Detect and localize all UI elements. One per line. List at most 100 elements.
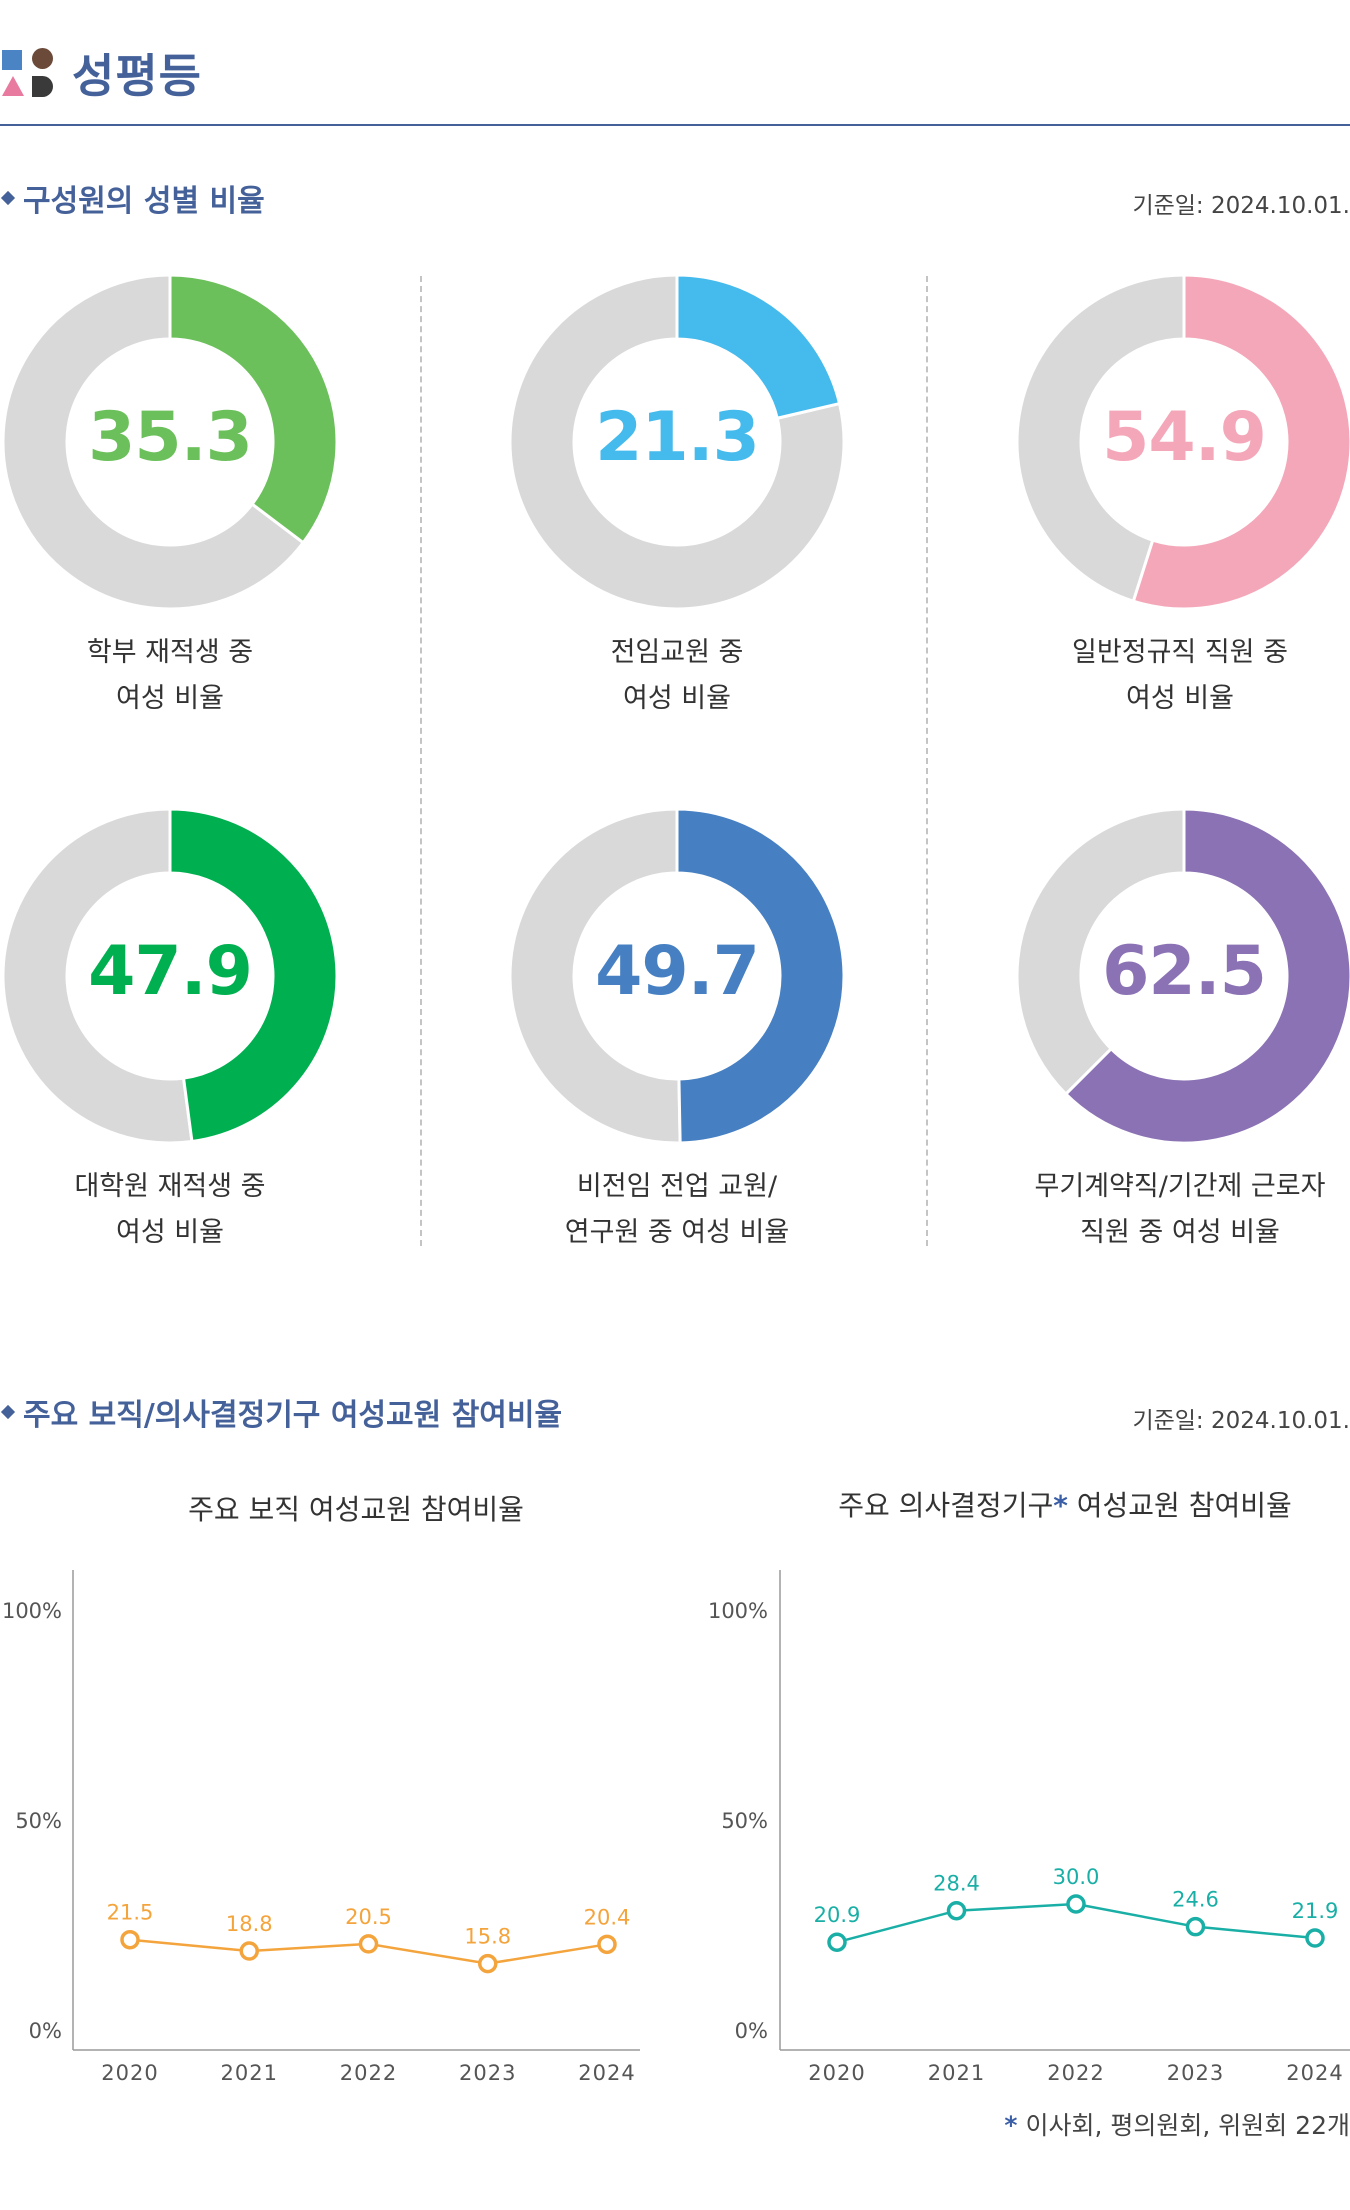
donut-chart (507, 806, 847, 1146)
donut-track (1015, 807, 1186, 1097)
logo-triangle-icon (2, 76, 24, 96)
x-tick-label: 2024 (578, 2061, 635, 2085)
section1-ref-date: 기준일: 2024.10.01. (1132, 193, 1350, 219)
donut-label: 비전임 전업 교원/ 연구원 중 여성 비율 (477, 1164, 877, 1256)
donut-value-arc (1063, 807, 1350, 1145)
data-label: 21.5 (107, 1901, 154, 1925)
footnote-text: 이사회, 평의원회, 위원회 22개 (1017, 2111, 1350, 2140)
donut-value-arc (675, 273, 842, 421)
logo-d-shape-icon (32, 76, 53, 97)
donut-chart (1014, 272, 1350, 612)
y-tick-label: 100% (2, 1599, 62, 1623)
line-chart-2-title-main: 주요 의사결정기구 (838, 1489, 1054, 1522)
donut-chart (0, 272, 340, 612)
donut-svg (1, 273, 339, 611)
data-label: 15.8 (464, 1925, 511, 1949)
section2-title-text: 주요 보직/의사결정기구 여성교원 참여비율 (23, 1398, 563, 1433)
data-label: 20.4 (584, 1905, 631, 1929)
donut-label-line2: 여성 비율 (116, 683, 224, 714)
x-tick-label: 2024 (1286, 2061, 1343, 2085)
x-tick-label: 2021 (221, 2061, 278, 2085)
donut-value: 21.3 (595, 398, 760, 477)
donut-value-arc (168, 807, 339, 1144)
page-title: 성평등 (72, 49, 202, 103)
section1-title-text: 구성원의 성별 비율 (23, 184, 265, 219)
donut-value: 49.7 (595, 932, 760, 1011)
data-point (1185, 1916, 1206, 1937)
data-label: 21.9 (1292, 1899, 1339, 1923)
title-rule (0, 124, 1350, 126)
data-point (1066, 1894, 1086, 1914)
donut-svg (1, 807, 339, 1145)
donut-value: 47.9 (88, 932, 253, 1011)
donut-label-line1: 학부 재적생 중 (86, 637, 254, 668)
logo-circle-icon (32, 48, 53, 69)
donut-track (1, 273, 306, 611)
data-label: 28.4 (933, 1872, 980, 1896)
diamond-bullet-icon (0, 190, 16, 206)
donut-svg (1015, 807, 1350, 1145)
donut-value-arc (168, 273, 339, 545)
data-point (597, 1934, 617, 1955)
donut-label-line2: 연구원 중 여성 비율 (564, 1217, 790, 1248)
donut-label-line2: 여성 비율 (1126, 683, 1234, 714)
donut-value-arc (675, 807, 846, 1145)
donut-track (1015, 273, 1186, 604)
y-tick-label: 50% (721, 1809, 768, 1833)
donut-label-line1: 전임교원 중 (610, 637, 744, 668)
donut-chart (507, 272, 847, 612)
data-label: 18.8 (226, 1912, 273, 1936)
line-chart-2-title-rest: 여성교원 참여비율 (1067, 1489, 1292, 1522)
data-point (478, 1953, 498, 1974)
donut-svg (1015, 273, 1350, 611)
data-point (358, 1934, 379, 1954)
footnote: * 이사회, 평의원회, 위원회 22개 (1004, 2106, 1350, 2142)
line-chart-2-title: 주요 의사결정기구* 여성교원 참여비율 (770, 1484, 1350, 1524)
donut-value-arc (1131, 273, 1350, 611)
diamond-bullet-icon (0, 1404, 16, 1420)
footnote-asterisk: * (1004, 2111, 1018, 2140)
x-tick-label: 2022 (1047, 2061, 1104, 2085)
data-label: 24.6 (1172, 1888, 1219, 1912)
logo-square-icon (2, 50, 22, 70)
data-point (239, 1941, 259, 1961)
y-tick-label: 0% (735, 2019, 768, 2043)
column-divider (420, 276, 422, 1246)
x-tick-label: 2020 (101, 2061, 158, 2085)
section2-title: 주요 보직/의사결정기구 여성교원 참여비율 (0, 1390, 562, 1434)
donut-track (1, 807, 194, 1145)
x-tick-label: 2022 (340, 2061, 397, 2085)
donut-label-line1: 비전임 전업 교원/ (576, 1171, 778, 1202)
y-tick-label: 0% (29, 2019, 62, 2043)
donut-label: 무기계약직/기간제 근로자 직원 중 여성 비율 (980, 1164, 1350, 1256)
data-label: 20.5 (345, 1905, 392, 1929)
donut-track (508, 807, 682, 1145)
line-chart-1-title: 주요 보직 여성교원 참여비율 (188, 1493, 524, 1526)
donut-label-line2: 직원 중 여성 비율 (1080, 1217, 1280, 1248)
section2-ref-date: 기준일: 2024.10.01. (1132, 1408, 1350, 1434)
data-label: 30.0 (1053, 1865, 1100, 1889)
y-tick-label: 100% (708, 1599, 768, 1623)
data-point (827, 1932, 847, 1952)
donut-chart (0, 806, 340, 1146)
donut-label: 대학원 재적생 중 여성 비율 (0, 1164, 370, 1256)
line-charts-svg: 100% 50% 0% 2020 2021 2022 2023 2024 21.5 18.8 20.… (2, 1570, 1350, 2085)
data-point (946, 1900, 967, 1921)
donut-label-line2: 여성 비율 (623, 683, 731, 714)
donut-value: 35.3 (88, 398, 253, 477)
line-chart-1: 100% 50% 0% 2020 2021 2022 2023 2024 21.5 18.8 20.… (2, 1570, 640, 2085)
donut-label-line2: 여성 비율 (116, 1217, 224, 1248)
section1-title: 구성원의 성별 비율 (0, 176, 265, 220)
data-label: 20.9 (814, 1903, 861, 1927)
column-divider (926, 276, 928, 1246)
donut-track (508, 273, 846, 611)
y-tick-label: 50% (15, 1809, 62, 1833)
title-asterisk: * (1053, 1489, 1068, 1522)
data-point (120, 1929, 140, 1950)
donut-label-line1: 대학원 재적생 중 (74, 1171, 266, 1202)
x-tick-label: 2020 (808, 2061, 865, 2085)
donut-svg (508, 273, 846, 611)
donut-label-line1: 일반정규직 직원 중 (1072, 637, 1288, 668)
donut-chart (1014, 806, 1350, 1146)
donut-value: 62.5 (1102, 932, 1267, 1011)
